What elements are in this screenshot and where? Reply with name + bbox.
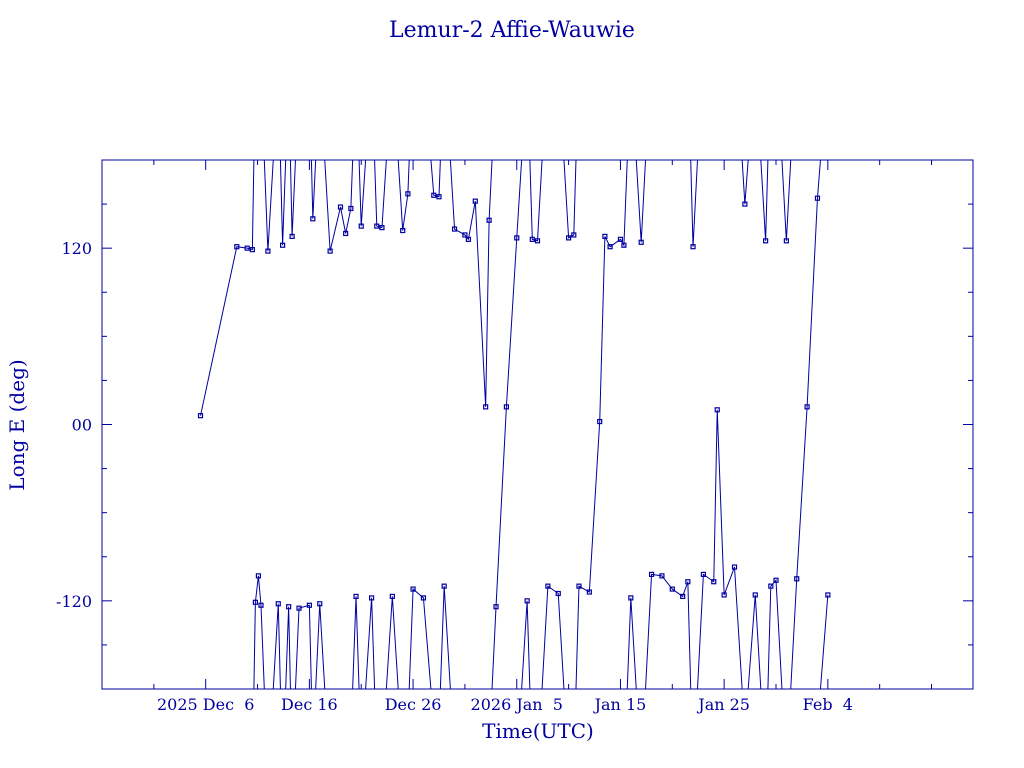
axis-ticks	[101, 159, 973, 690]
data-point	[555, 590, 561, 597]
data-point	[648, 571, 655, 577]
data-point	[685, 579, 691, 585]
data-point	[680, 593, 686, 600]
data-point	[249, 247, 255, 253]
data-point	[296, 605, 302, 611]
data-point	[431, 192, 437, 198]
data-point	[327, 248, 333, 254]
data-point	[472, 198, 478, 204]
x-tick-label: Jan 25	[696, 695, 750, 714]
data-point	[711, 579, 717, 585]
data-point	[576, 583, 582, 589]
y-axis-label: Long E (deg)	[5, 359, 29, 490]
data-point	[265, 248, 271, 254]
chart-title: Lemur-2 Affie-Wauwie	[389, 18, 635, 43]
data-point	[752, 592, 758, 598]
x-axis-label: Time(UTC)	[482, 719, 594, 743]
data-point	[804, 404, 810, 410]
data-point	[317, 601, 323, 607]
data-point	[358, 223, 364, 229]
data-point	[621, 242, 627, 248]
x-tick-label: 2025 Dec 6	[157, 695, 254, 714]
data-point	[400, 227, 406, 234]
data-point	[763, 238, 769, 244]
data-point	[514, 235, 520, 241]
data-point	[825, 592, 831, 598]
data-point	[420, 595, 427, 601]
data-point	[638, 239, 644, 245]
y-tick-label: 120	[61, 239, 92, 258]
data-point	[197, 413, 204, 419]
data-point	[310, 216, 316, 222]
data-point	[374, 223, 380, 229]
x-tick-label: Feb 4	[803, 695, 853, 714]
data-point	[731, 564, 738, 570]
data-point	[503, 404, 509, 410]
data-point	[451, 226, 458, 232]
data-point	[337, 204, 344, 210]
y-tick-label: 00	[72, 416, 92, 435]
data-point	[669, 586, 675, 592]
series	[197, 159, 831, 690]
data-point	[441, 583, 447, 589]
y-tick-labels: 120 00 -120	[56, 239, 92, 611]
data-point	[465, 236, 471, 242]
data-point	[783, 238, 789, 244]
data-point	[721, 592, 727, 598]
data-point	[714, 407, 720, 413]
x-tick-label: Jan 15	[593, 695, 647, 714]
data-point	[690, 244, 696, 250]
data-point	[275, 601, 281, 607]
data-point	[462, 232, 468, 238]
data-point	[529, 236, 535, 242]
data-point	[493, 604, 499, 610]
data-point	[306, 602, 312, 608]
data-point	[353, 593, 359, 600]
data-point	[244, 245, 250, 251]
data-point	[343, 230, 349, 237]
data-point	[436, 194, 442, 200]
data-point	[700, 571, 707, 577]
data-point	[410, 586, 416, 592]
x-tick-label: Dec 26	[385, 695, 442, 714]
data-point	[768, 583, 774, 589]
data-point	[483, 404, 489, 410]
data-point	[571, 232, 577, 238]
data-point	[794, 576, 800, 582]
data-point	[566, 235, 572, 241]
data-point	[486, 217, 492, 223]
y-tick-label: -120	[56, 592, 92, 611]
data-point	[389, 593, 395, 600]
data-point	[524, 598, 530, 604]
data-point	[234, 244, 240, 250]
data-point	[379, 224, 385, 231]
data-point	[659, 573, 665, 579]
data-point	[545, 583, 551, 589]
data-point	[617, 236, 624, 242]
x-tick-label: 2026 Jan 5	[471, 695, 563, 714]
data-point	[279, 242, 286, 248]
data-point	[368, 595, 375, 601]
data-point	[289, 233, 295, 240]
data-point	[628, 595, 634, 601]
data-point	[586, 589, 592, 595]
data-point	[405, 191, 411, 197]
x-tick-label: Dec 16	[281, 695, 338, 714]
series-line	[200, 159, 829, 690]
data-point	[602, 233, 608, 240]
data-point	[252, 599, 258, 605]
data-point	[534, 238, 541, 244]
data-point	[348, 205, 354, 212]
x-tick-labels: 2025 Dec 6 Dec 16 Dec 26 2026 Jan 5 Jan 15 Ja…	[157, 695, 853, 714]
data-point	[597, 418, 603, 425]
data-point	[814, 195, 821, 201]
data-point	[742, 201, 748, 207]
data-point	[255, 573, 261, 579]
data-point	[607, 244, 613, 250]
data-point	[258, 602, 264, 608]
data-point	[286, 604, 292, 610]
data-point	[773, 577, 779, 583]
